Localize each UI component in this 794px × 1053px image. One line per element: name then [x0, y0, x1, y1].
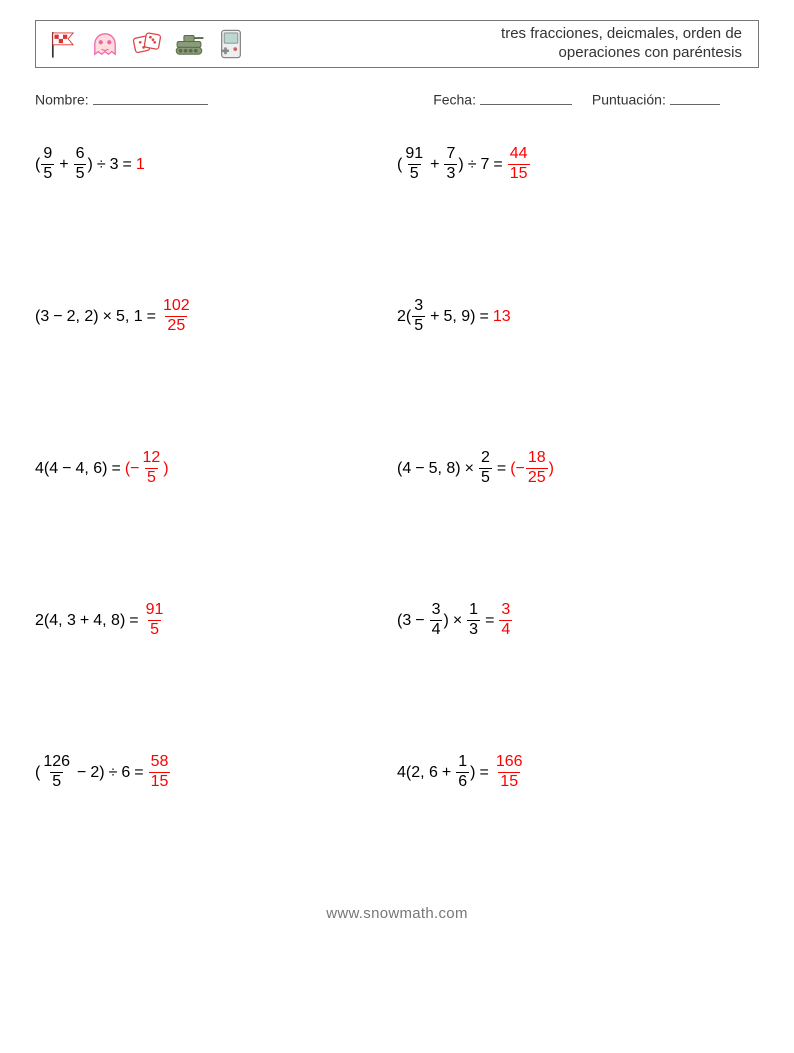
ghost-icon — [88, 27, 122, 61]
problem-4: 2(35+5, 9)=13 — [397, 295, 759, 339]
problem-5: 4(4−4, 6)=(−125) — [35, 447, 397, 491]
answer: 1 — [136, 156, 145, 174]
title-line2: operaciones con paréntesis — [559, 44, 742, 61]
expression: (95+65)÷3= — [35, 146, 136, 183]
problem-3: (3−2, 2)×5, 1=10225 — [35, 295, 397, 339]
expression: (1265−2)÷6= — [35, 754, 148, 791]
answer: 34 — [498, 602, 513, 639]
expression: (3−34)×13= — [397, 602, 498, 639]
expression: (915+73)÷7= — [397, 146, 507, 183]
header-icons — [46, 27, 248, 61]
date-blank — [480, 90, 572, 105]
dice-icon — [130, 27, 164, 61]
meta-score: Puntuación: — [592, 90, 720, 108]
answer: 10225 — [160, 298, 193, 335]
answer: (−125) — [125, 450, 169, 487]
answer: 5815 — [148, 754, 172, 791]
problem-grid: (95+65)÷3=1(915+73)÷7=4415(3−2, 2)×5, 1=… — [35, 138, 759, 875]
answer: 13 — [493, 308, 511, 326]
header-title: tres fracciones, deicmales, orden de ope… — [248, 25, 748, 63]
name-blank — [93, 90, 208, 105]
score-label: Puntuación: — [592, 92, 666, 108]
answer: 16615 — [493, 754, 526, 791]
problem-6: (4−5, 8)×25=(−1825) — [397, 447, 759, 491]
answer: 915 — [143, 602, 167, 639]
title-line1: tres fracciones, deicmales, orden de — [501, 25, 742, 42]
problem-8: (3−34)×13=34 — [397, 599, 759, 643]
expression: (4−5, 8)×25= — [397, 450, 510, 487]
footer-watermark: www.snowmath.com — [35, 905, 759, 922]
meta-name: Nombre: — [35, 90, 433, 108]
problem-10: 4(2, 6+16)=16615 — [397, 751, 759, 795]
flag-icon — [46, 27, 80, 61]
problem-1: (95+65)÷3=1 — [35, 143, 397, 187]
name-label: Nombre: — [35, 92, 89, 108]
problem-7: 2(4, 3+4, 8)=915 — [35, 599, 397, 643]
meta-date: Fecha: — [433, 90, 572, 108]
expression: 4(2, 6+16)= — [397, 754, 493, 791]
gameboy-icon — [214, 27, 248, 61]
meta-row: Nombre: Fecha: Puntuación: — [35, 90, 759, 108]
date-label: Fecha: — [433, 92, 476, 108]
score-blank — [670, 90, 720, 105]
worksheet-page: tres fracciones, deicmales, orden de ope… — [0, 0, 794, 952]
problem-2: (915+73)÷7=4415 — [397, 143, 759, 187]
expression: 4(4−4, 6)= — [35, 460, 125, 478]
expression: 2(4, 3+4, 8)= — [35, 612, 143, 630]
header-box: tres fracciones, deicmales, orden de ope… — [35, 20, 759, 68]
answer: 4415 — [507, 146, 531, 183]
answer: (−1825) — [510, 450, 554, 487]
problem-9: (1265−2)÷6=5815 — [35, 751, 397, 795]
expression: (3−2, 2)×5, 1= — [35, 308, 160, 326]
tank-icon — [172, 27, 206, 61]
expression: 2(35+5, 9)= — [397, 298, 493, 335]
